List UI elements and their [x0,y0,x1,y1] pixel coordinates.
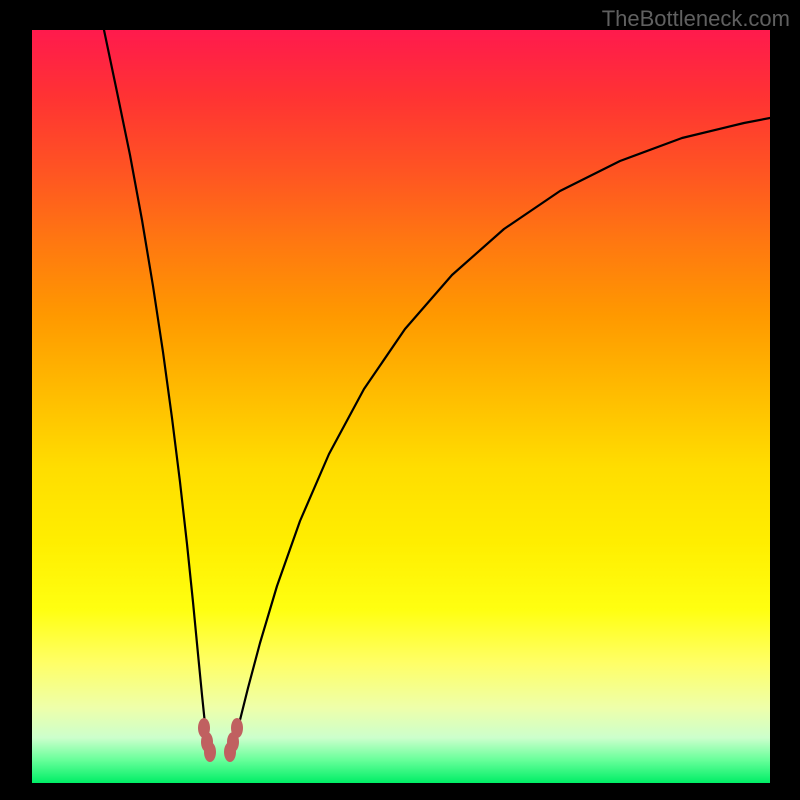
plot-area [32,30,770,783]
curve-svg [32,30,770,783]
watermark-text: TheBottleneck.com [602,6,790,32]
right-curve [232,118,770,752]
marker-point [231,718,243,738]
marker-point [204,742,216,762]
markers-group [198,718,243,762]
chart-container: TheBottleneck.com [0,0,800,800]
left-curve [104,30,208,752]
